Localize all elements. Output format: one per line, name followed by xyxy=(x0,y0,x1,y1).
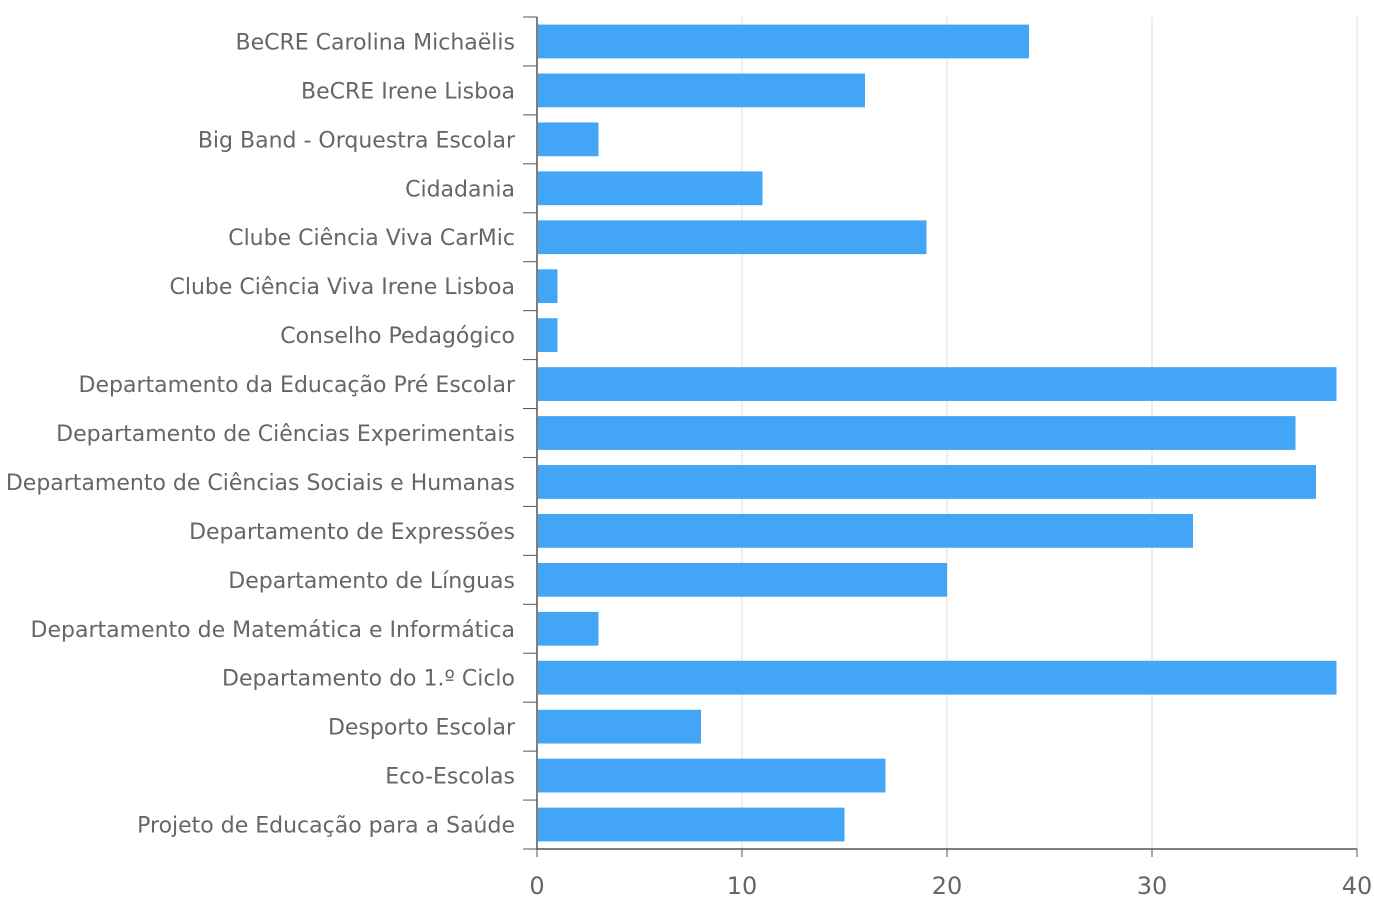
bar[interactable] xyxy=(538,269,558,304)
bar[interactable] xyxy=(538,660,1337,695)
bars xyxy=(538,24,1337,842)
category-label: Big Band - Orquestra Escolar xyxy=(198,128,516,153)
category-label: Departamento da Educação Pré Escolar xyxy=(79,373,516,398)
category-label: Clube Ciência Viva CarMic xyxy=(228,226,515,251)
bar[interactable] xyxy=(538,24,1029,59)
bar[interactable] xyxy=(538,73,865,108)
category-label: Conselho Pedagógico xyxy=(280,324,515,349)
category-label: Departamento do 1.º Ciclo xyxy=(222,667,515,692)
category-label: BeCRE Carolina Michaëlis xyxy=(235,30,515,55)
x-tick-label: 0 xyxy=(529,872,544,898)
x-tick-label: 30 xyxy=(1137,872,1168,898)
bar[interactable] xyxy=(538,122,599,157)
category-labels: BeCRE Carolina Michaëlis BeCRE Irene Lisb… xyxy=(6,30,516,838)
bar[interactable] xyxy=(538,562,947,597)
category-label: BeCRE Irene Lisboa xyxy=(301,79,515,104)
category-label: Clube Ciência Viva Irene Lisboa xyxy=(169,275,515,300)
category-label: Eco-Escolas xyxy=(385,765,515,790)
bar[interactable] xyxy=(538,807,845,842)
x-tick-label: 10 xyxy=(727,872,758,898)
x-tick-labels: 0 10 20 30 40 xyxy=(529,872,1373,900)
category-label: Departamento de Matemática e Informática xyxy=(31,618,515,643)
bar[interactable] xyxy=(538,367,1337,401)
bar[interactable] xyxy=(538,709,701,744)
category-label: Projeto de Educação para a Saúde xyxy=(137,814,515,839)
bar[interactable] xyxy=(538,416,1296,450)
bar[interactable] xyxy=(538,465,1316,499)
axes xyxy=(523,16,1358,857)
bar[interactable] xyxy=(538,171,763,206)
bar[interactable] xyxy=(538,611,599,646)
category-label: Cidadania xyxy=(405,177,515,202)
bar[interactable] xyxy=(538,758,886,793)
bar[interactable] xyxy=(538,220,927,255)
category-label: Desporto Escolar xyxy=(328,716,516,741)
x-tick-label: 20 xyxy=(932,872,963,898)
x-tick-label: 40 xyxy=(1342,872,1373,898)
category-label: Departamento de Expressões xyxy=(189,520,515,545)
category-label: Departamento de Ciências Experimentais xyxy=(56,422,515,447)
bar[interactable] xyxy=(538,513,1193,548)
category-label: Departamento de Ciências Sociais e Human… xyxy=(6,471,515,496)
bar[interactable] xyxy=(538,318,558,353)
category-label: Departamento de Línguas xyxy=(228,569,515,594)
